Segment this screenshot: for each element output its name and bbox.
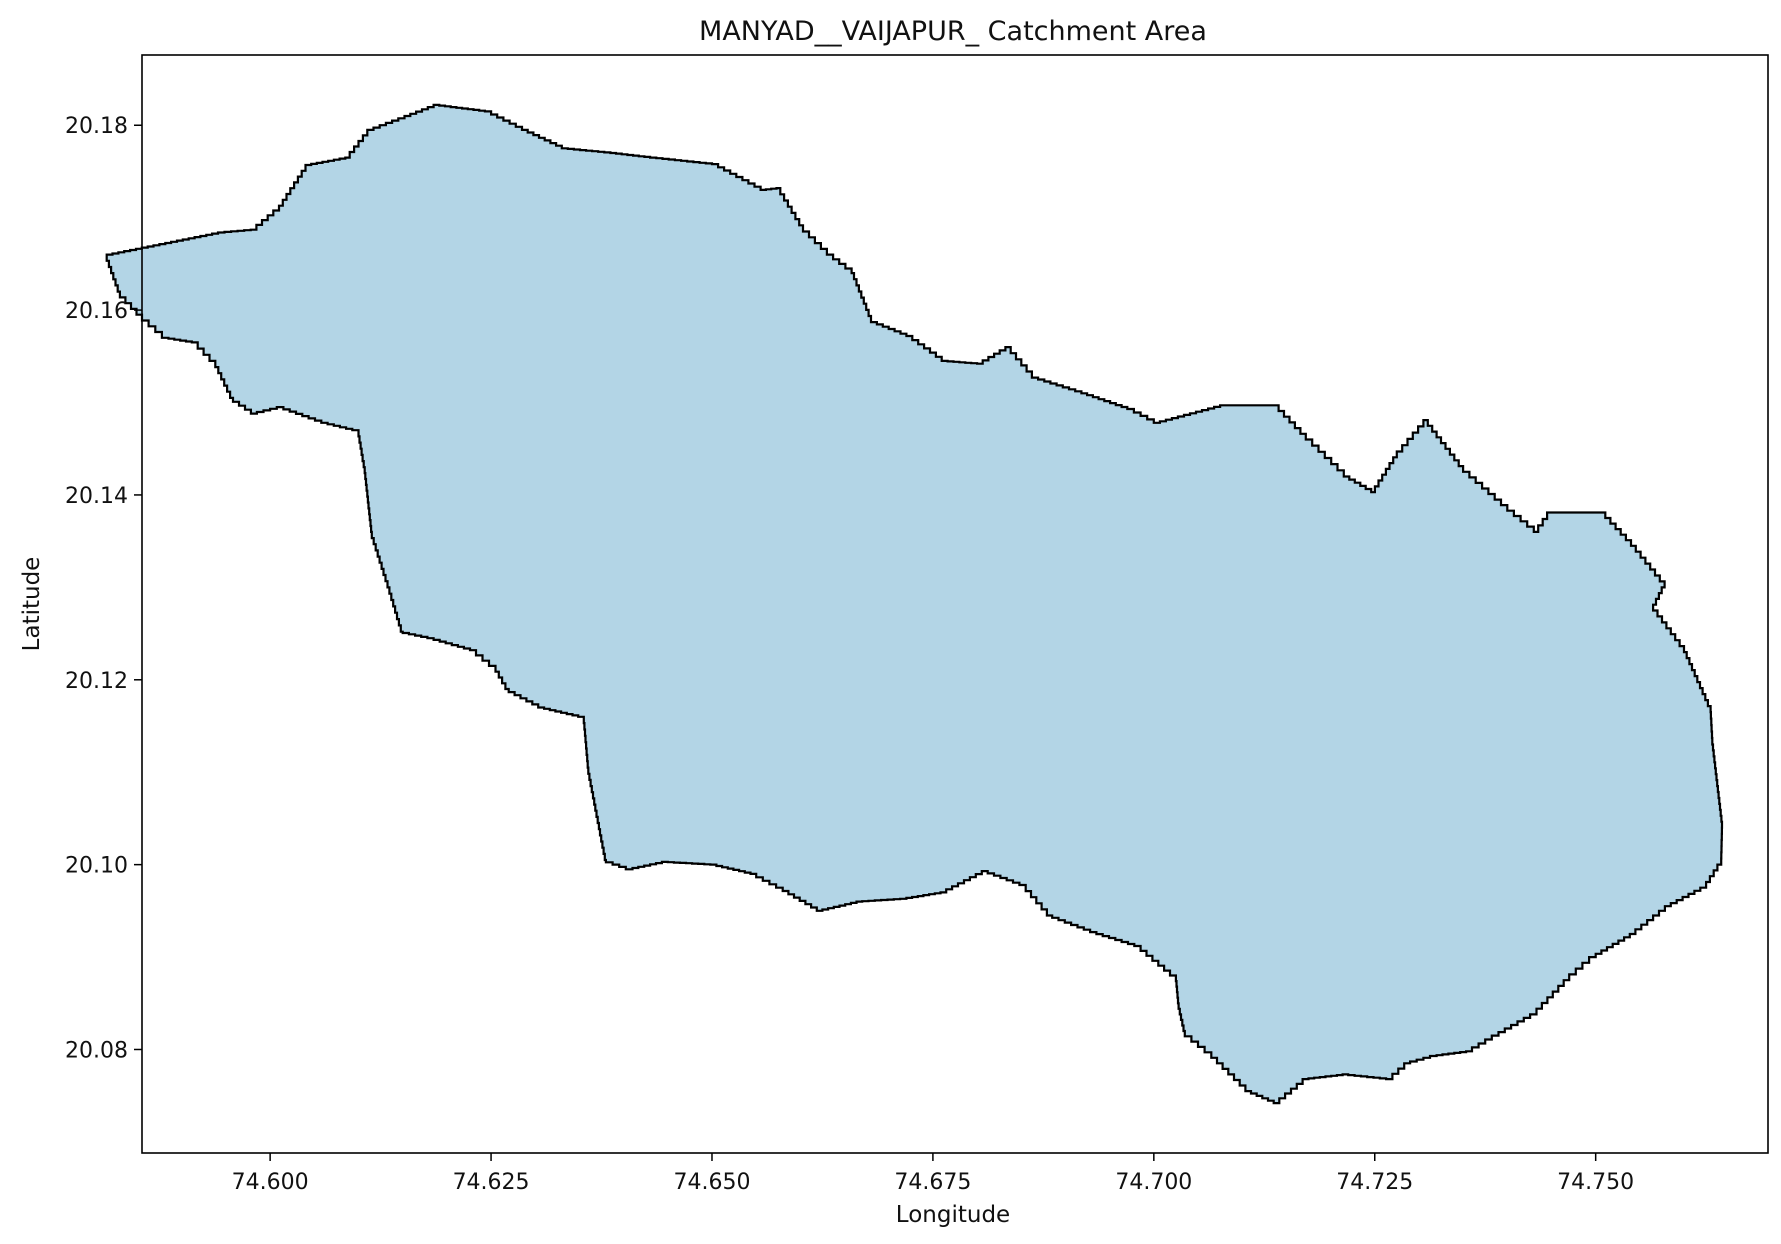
y-tick-label: 20.10 — [65, 854, 128, 879]
x-tick-label: 74.600 — [232, 1170, 309, 1195]
x-axis-label: Longitude — [896, 1202, 1010, 1228]
x-tick-label: 74.625 — [453, 1170, 530, 1195]
x-tick-label: 74.675 — [894, 1170, 971, 1195]
y-axis-label: Latitude — [19, 557, 45, 652]
y-axis-ticks: 20.08 20.10 20.12 20.14 20.16 20.18 — [65, 114, 142, 1063]
x-tick-label: 74.700 — [1115, 1170, 1192, 1195]
y-tick-label: 20.08 — [65, 1038, 128, 1063]
chart-title: MANYAD__VAIJAPUR_ Catchment Area — [699, 16, 1207, 47]
y-tick-label: 20.12 — [65, 669, 128, 694]
y-tick-label: 20.14 — [65, 484, 128, 509]
y-tick-label: 20.18 — [65, 114, 128, 139]
x-tick-label: 74.650 — [673, 1170, 750, 1195]
x-tick-label: 74.725 — [1336, 1170, 1413, 1195]
x-tick-label: 74.750 — [1557, 1170, 1634, 1195]
plot-frame — [141, 54, 1769, 1154]
catchment-polygon — [105, 103, 1724, 1105]
x-axis-ticks: 74.600 74.625 74.650 74.675 74.700 74.725 74.7… — [232, 1153, 1634, 1195]
y-tick-label: 20.16 — [65, 299, 128, 324]
